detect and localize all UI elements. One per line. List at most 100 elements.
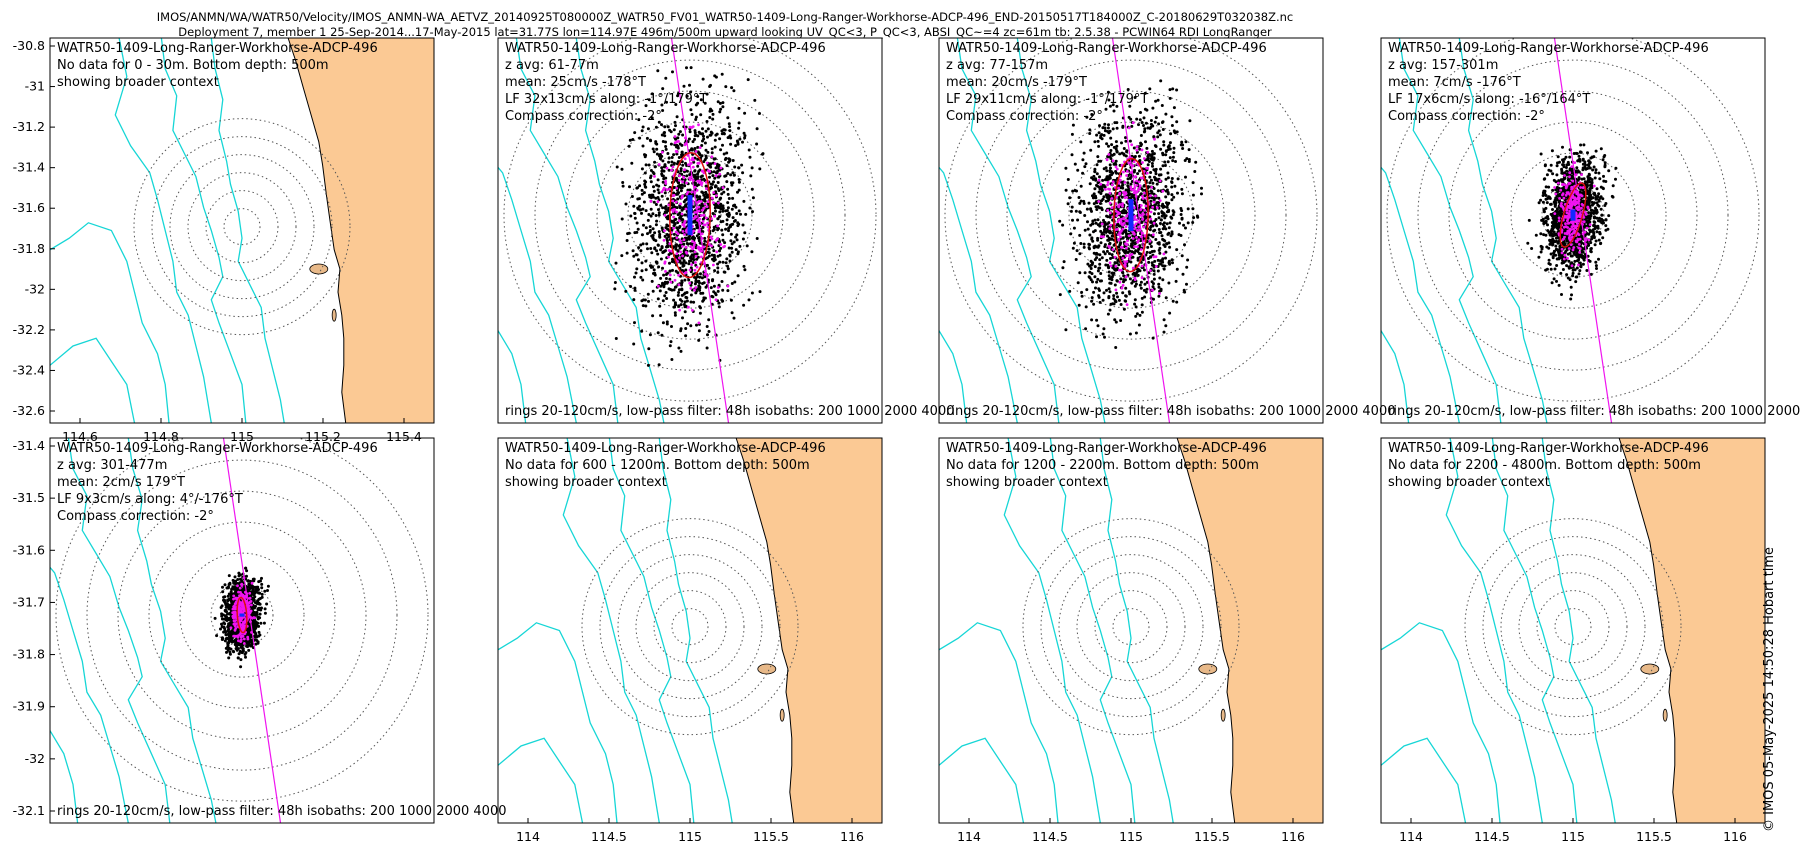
velocity-point (1170, 115, 1174, 119)
velocity-point (687, 137, 691, 141)
lowpass-point (699, 214, 703, 217)
velocity-point (1148, 87, 1152, 91)
velocity-point (674, 103, 678, 106)
velocity-point (1149, 220, 1153, 224)
velocity-point (743, 231, 747, 235)
velocity-point (1146, 245, 1150, 249)
velocity-point (1138, 244, 1142, 248)
velocity-point (1105, 175, 1109, 179)
velocity-point (736, 224, 740, 228)
velocity-point (694, 115, 698, 119)
velocity-point (1590, 208, 1594, 212)
lowpass-point (1118, 211, 1121, 215)
velocity-point (664, 291, 668, 294)
velocity-point (698, 285, 702, 289)
velocity-point (1539, 250, 1543, 254)
velocity-point (640, 329, 644, 333)
lowpass-point (1132, 206, 1136, 210)
velocity-point (1152, 277, 1156, 281)
velocity-point (1167, 241, 1171, 245)
velocity-point (1105, 249, 1109, 253)
lowpass-point (1123, 181, 1127, 184)
velocity-point (1553, 267, 1557, 271)
velocity-point (657, 230, 661, 234)
velocity-point (1547, 258, 1551, 262)
velocity-point (646, 127, 650, 131)
velocity-point (1593, 220, 1597, 224)
velocity-point (1152, 297, 1155, 301)
lowpass-point (1133, 245, 1136, 249)
velocity-point (1600, 213, 1604, 217)
velocity-point (1598, 196, 1602, 200)
velocity-point (1132, 170, 1136, 174)
velocity-point (730, 86, 734, 90)
annotation-line: Compass correction: -2° (505, 109, 662, 124)
velocity-point (693, 282, 697, 286)
velocity-point (1095, 335, 1098, 339)
velocity-point (1097, 295, 1101, 299)
velocity-point (1165, 205, 1169, 209)
lowpass-point (1124, 254, 1128, 258)
lowpass-point (689, 245, 693, 249)
lowpass-point (1125, 246, 1128, 250)
velocity-point (659, 257, 663, 261)
velocity-point (758, 290, 762, 294)
lowpass-point (1108, 211, 1112, 215)
x-tick-label: 115.2 (305, 429, 341, 444)
velocity-point (1574, 253, 1578, 257)
velocity-point (1124, 188, 1128, 192)
velocity-point (1144, 121, 1148, 125)
velocity-point (714, 166, 718, 170)
annotation-line: Compass correction: -2° (946, 109, 1103, 124)
velocity-point (1591, 168, 1595, 172)
velocity-point (1551, 243, 1554, 247)
velocity-point (685, 169, 689, 173)
velocity-point (664, 273, 668, 276)
velocity-point (724, 174, 728, 178)
velocity-point (654, 214, 658, 217)
velocity-point (1155, 201, 1159, 205)
lowpass-point (681, 245, 684, 248)
velocity-point (1574, 275, 1578, 279)
velocity-point (1149, 119, 1153, 122)
velocity-point (657, 265, 661, 269)
velocity-point (1090, 296, 1094, 300)
velocity-point (734, 235, 738, 239)
lowpass-point (1576, 222, 1580, 225)
velocity-point (1590, 186, 1594, 190)
velocity-point (713, 157, 717, 161)
lowpass-point (671, 199, 675, 203)
velocity-point (723, 241, 727, 245)
velocity-point (743, 111, 747, 115)
velocity-point (676, 221, 680, 225)
velocity-point (1150, 261, 1154, 265)
lowpass-point (1129, 185, 1133, 189)
velocity-point (1542, 177, 1546, 181)
velocity-point (1094, 286, 1097, 290)
velocity-point (755, 237, 759, 240)
velocity-point (1092, 174, 1096, 178)
velocity-point (1594, 197, 1598, 201)
velocity-point (1153, 206, 1157, 209)
lowpass-point (664, 179, 667, 183)
velocity-point (717, 305, 721, 309)
velocity-point (712, 290, 716, 294)
velocity-point (732, 240, 736, 244)
speed-ring (944, 38, 1318, 402)
file-path-title: IMOS/ANMN/WA/WATR50/Velocity/IMOS_ANMN-W… (156, 10, 1294, 24)
velocity-point (689, 259, 693, 263)
lowpass-point (672, 215, 675, 219)
lowpass-point (679, 202, 682, 206)
isobath (1398, 38, 1502, 423)
velocity-point (724, 261, 728, 265)
lowpass-point (679, 250, 682, 254)
velocity-point (1589, 249, 1593, 253)
velocity-point (716, 181, 720, 184)
velocity-point (1117, 248, 1121, 252)
lowpass-point (1121, 222, 1125, 226)
lowpass-point (1586, 205, 1590, 209)
velocity-point (1108, 163, 1112, 167)
variance-ellipse (1113, 157, 1149, 273)
velocity-point (1590, 229, 1594, 233)
lowpass-point (719, 166, 723, 170)
